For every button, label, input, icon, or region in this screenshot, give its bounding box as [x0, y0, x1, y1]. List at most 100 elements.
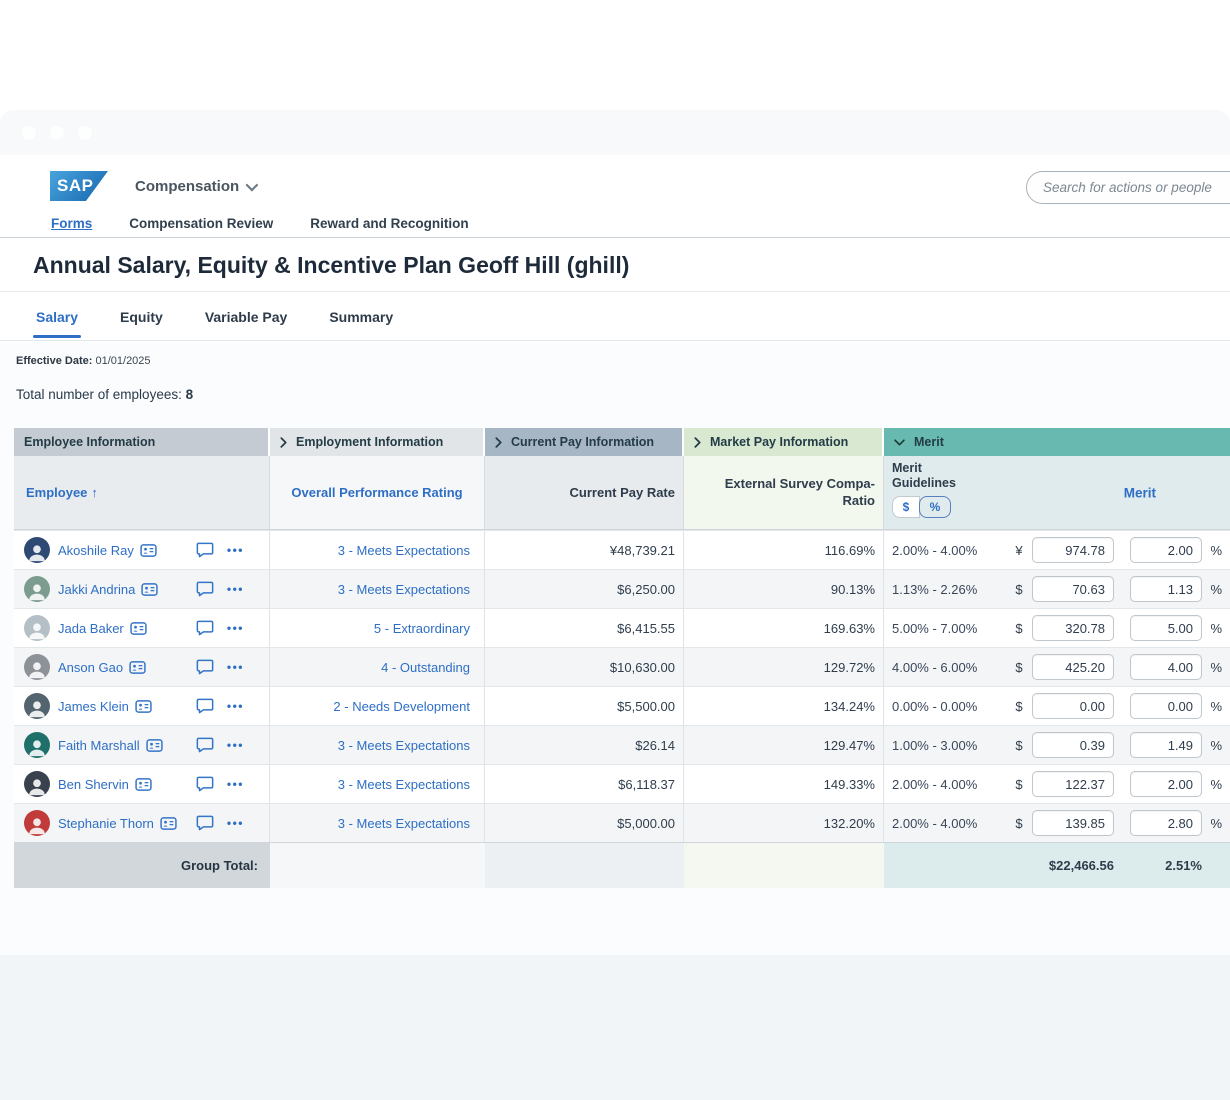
- merit-amount-input[interactable]: [1032, 537, 1114, 563]
- employee-card-icon[interactable]: [160, 816, 177, 830]
- currency-symbol: ¥: [1015, 542, 1023, 558]
- employee-card-icon[interactable]: [145, 738, 163, 752]
- main-nav: Forms Compensation Review Reward and Rec…: [51, 216, 469, 231]
- column-header-employee[interactable]: Employee ↑: [14, 456, 270, 529]
- tab-summary[interactable]: Summary: [329, 308, 394, 325]
- nav-item-compensation-review[interactable]: Compensation Review: [129, 216, 274, 231]
- comment-icon[interactable]: [196, 620, 214, 636]
- overflow-menu-icon[interactable]: •••: [226, 777, 244, 791]
- effective-date: Effective Date: 01/01/2025: [16, 355, 151, 367]
- nav-item-forms[interactable]: Forms: [51, 216, 93, 231]
- overflow-menu-icon[interactable]: •••: [226, 738, 244, 752]
- employee-name-link[interactable]: Faith Marshall: [58, 737, 140, 753]
- merit-percent-input[interactable]: [1130, 693, 1202, 719]
- merit-amount-input[interactable]: [1032, 576, 1114, 602]
- window-titlebar: [0, 110, 1230, 155]
- performance-rating-link[interactable]: 3 - Meets Expectations: [337, 776, 470, 792]
- app-header: SAP Compensation Forms Compensation Revi…: [0, 155, 1230, 238]
- toggle-percent-button[interactable]: %: [919, 496, 951, 518]
- merit-guideline-range: 2.00% - 4.00%: [892, 776, 978, 792]
- overflow-menu-icon[interactable]: •••: [226, 543, 244, 557]
- employee-name-link[interactable]: Jakki Andrina: [58, 581, 136, 597]
- group-total-amount: $22,466.56: [1048, 858, 1114, 873]
- comment-icon[interactable]: [196, 776, 214, 792]
- nav-item-reward-recognition[interactable]: Reward and Recognition: [310, 216, 469, 231]
- employee-card-icon[interactable]: [135, 699, 152, 713]
- percent-suffix: %: [1210, 620, 1222, 636]
- merit-percent-input[interactable]: [1130, 654, 1202, 680]
- merit-percent-input[interactable]: [1130, 615, 1202, 641]
- comment-icon[interactable]: [196, 581, 214, 597]
- percent-suffix: %: [1210, 581, 1222, 597]
- overflow-menu-icon[interactable]: •••: [226, 621, 244, 635]
- performance-rating-link[interactable]: 2 - Needs Development: [333, 698, 470, 714]
- merit-column-label: Merit: [1123, 485, 1156, 500]
- merit-amount-input[interactable]: [1032, 693, 1114, 719]
- chevron-right-icon: [495, 436, 502, 448]
- current-pay-rate-value: $26.14: [485, 726, 684, 764]
- employee-name-link[interactable]: Stephanie Thorn: [58, 815, 154, 831]
- merit-amount-input[interactable]: [1032, 615, 1114, 641]
- table-row: Anson Gao ••• 4 - Outstanding $10,630.00…: [14, 647, 1230, 686]
- group-employment-information[interactable]: Employment Information: [270, 428, 485, 456]
- compa-ratio-value: 134.24%: [684, 687, 884, 725]
- performance-rating-link[interactable]: 3 - Meets Expectations: [337, 737, 470, 753]
- tab-salary[interactable]: Salary: [32, 293, 82, 340]
- app-title-menu[interactable]: Compensation: [135, 178, 259, 195]
- avatar: [24, 732, 50, 758]
- group-header-row: Employee Information Employment Informat…: [14, 428, 1230, 456]
- group-market-pay-information[interactable]: Market Pay Information: [684, 428, 884, 456]
- comment-icon[interactable]: [196, 815, 214, 831]
- column-header-performance-rating[interactable]: Overall Performance Rating: [270, 456, 485, 529]
- overflow-menu-icon[interactable]: •••: [226, 699, 244, 713]
- employee-name-link[interactable]: Ben Shervin: [58, 776, 129, 792]
- overflow-menu-icon[interactable]: •••: [226, 582, 244, 596]
- performance-rating-link[interactable]: 4 - Outstanding: [381, 659, 470, 675]
- current-pay-rate-value: $5,000.00: [485, 804, 684, 842]
- total-employees: Total number of employees: 8: [16, 387, 194, 402]
- currency-symbol: $: [1015, 620, 1023, 636]
- merit-percent-input[interactable]: [1130, 771, 1202, 797]
- employee-card-icon[interactable]: [129, 660, 146, 674]
- performance-rating-link[interactable]: 5 - Extraordinary: [373, 620, 470, 636]
- merit-percent-input[interactable]: [1130, 810, 1202, 836]
- avatar: [24, 810, 50, 836]
- merit-amount-input[interactable]: [1032, 654, 1114, 680]
- merit-amount-input[interactable]: [1032, 732, 1114, 758]
- merit-amount-input[interactable]: [1032, 771, 1114, 797]
- avatar: [24, 615, 50, 641]
- tab-variable-pay[interactable]: Variable Pay: [204, 308, 288, 325]
- comment-icon[interactable]: [196, 659, 214, 675]
- chevron-down-icon: [245, 178, 259, 191]
- employee-name-link[interactable]: Akoshile Ray: [58, 542, 134, 558]
- employee-card-icon[interactable]: [141, 582, 158, 596]
- comment-icon[interactable]: [196, 737, 214, 753]
- tab-equity[interactable]: Equity: [120, 308, 163, 325]
- employee-name-link[interactable]: James Klein: [58, 698, 129, 714]
- performance-rating-link[interactable]: 3 - Meets Expectations: [337, 815, 470, 831]
- group-current-pay-information[interactable]: Current Pay Information: [485, 428, 684, 456]
- performance-rating-link[interactable]: 3 - Meets Expectations: [337, 581, 470, 597]
- merit-guideline-range: 0.00% - 0.00%: [892, 698, 978, 714]
- merit-amount-input[interactable]: [1032, 810, 1114, 836]
- comment-icon[interactable]: [196, 698, 214, 714]
- group-merit[interactable]: Merit: [884, 428, 1230, 456]
- table-row: James Klein ••• 2 - Needs Development $5…: [14, 686, 1230, 725]
- toggle-dollar-button[interactable]: $: [892, 496, 920, 518]
- comment-icon[interactable]: [196, 542, 214, 558]
- group-employee-information[interactable]: Employee Information: [14, 428, 270, 456]
- overflow-menu-icon[interactable]: •••: [226, 660, 244, 674]
- employee-name-link[interactable]: Jada Baker: [58, 620, 124, 636]
- performance-rating-link[interactable]: 3 - Meets Expectations: [337, 542, 470, 558]
- merit-percent-input[interactable]: [1130, 732, 1202, 758]
- employee-card-icon[interactable]: [130, 621, 147, 635]
- merit-percent-input[interactable]: [1130, 537, 1202, 563]
- merit-percent-input[interactable]: [1130, 576, 1202, 602]
- overflow-menu-icon[interactable]: •••: [226, 816, 244, 830]
- compensation-table: Employee Information Employment Informat…: [14, 428, 1230, 888]
- employee-name-link[interactable]: Anson Gao: [58, 659, 124, 675]
- avatar: [24, 771, 50, 797]
- search-input[interactable]: [1026, 171, 1230, 204]
- employee-card-icon[interactable]: [140, 543, 157, 557]
- employee-card-icon[interactable]: [135, 777, 152, 791]
